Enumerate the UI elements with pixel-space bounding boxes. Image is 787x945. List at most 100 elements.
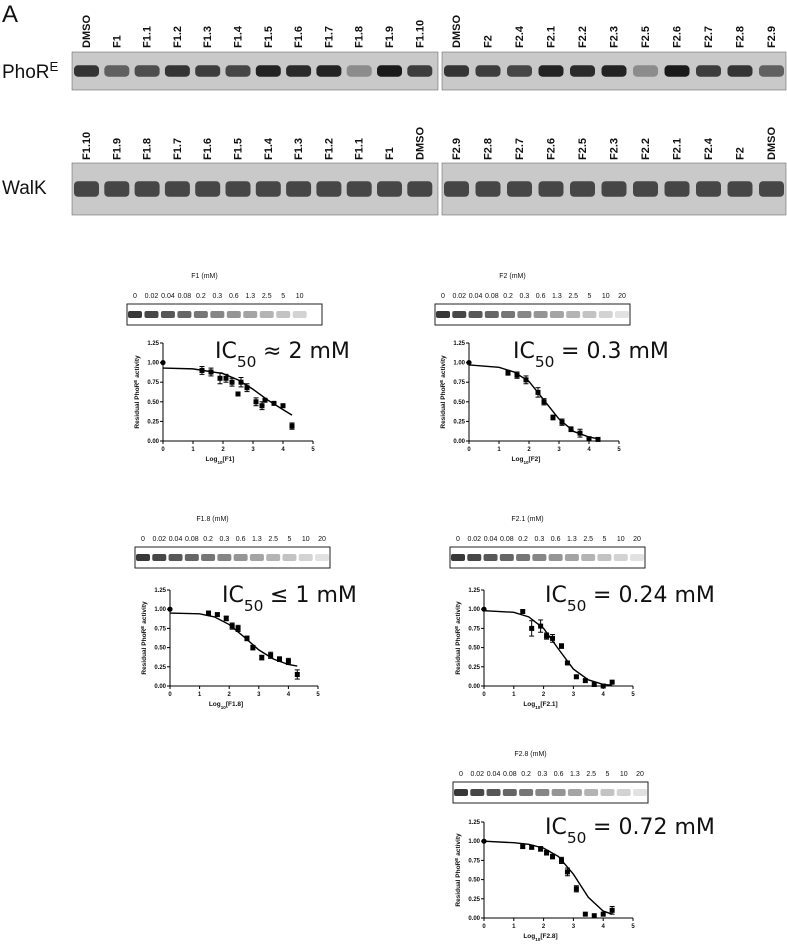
data-point (259, 655, 265, 661)
data-point (529, 625, 535, 631)
lane-label: F2.9 (451, 138, 463, 160)
data-point (244, 635, 250, 641)
y-axis-label-part: E (140, 626, 145, 629)
fit-curve (162, 367, 293, 416)
gel-band (727, 181, 753, 197)
data-point (582, 911, 588, 917)
y-tick-label: 0.00 (468, 916, 480, 922)
x-axis-label-part: Log (209, 701, 221, 708)
x-tick-label: 1 (191, 447, 195, 453)
concentration-label: 10 (602, 293, 610, 300)
concentration-label: 2.5 (568, 293, 578, 300)
gel-band (570, 65, 595, 77)
data-point (244, 385, 250, 391)
lane-label: F1.8 (354, 26, 366, 48)
lane-label: F2.2 (640, 138, 652, 160)
concentration-label: 0.02 (152, 536, 166, 543)
gel-band (584, 789, 599, 796)
lane-label: F2.1 (546, 26, 558, 48)
x-tick-label: 4 (602, 924, 606, 930)
x-tick-label: 4 (281, 447, 285, 453)
gel-band (616, 789, 631, 796)
x-tick-label: 5 (311, 447, 315, 453)
y-axis-label-part: Residual PhoR (134, 382, 141, 428)
gel-strip (434, 303, 631, 326)
x-tick-label: 2 (542, 692, 546, 698)
gel-strip (126, 303, 323, 326)
data-point (277, 656, 283, 662)
lane-label: F2.7 (703, 26, 715, 48)
data-point (160, 360, 166, 366)
concentration-label: 0.2 (203, 536, 213, 543)
gel-band (538, 181, 564, 197)
data-point (268, 652, 274, 658)
concentration-label: 0.08 (178, 293, 192, 300)
y-tick-label: 0.50 (468, 878, 480, 884)
ic50-annotation-part: IC (215, 339, 237, 364)
lane-label: F1.3 (293, 138, 305, 160)
concentration-label: 10 (617, 536, 625, 543)
gel-band (581, 554, 596, 561)
data-point (205, 610, 211, 616)
lane-label: F1.5 (233, 138, 245, 160)
gel-band (633, 65, 658, 77)
concentration-label: 0 (133, 293, 137, 300)
gel-band (633, 789, 647, 796)
y-tick-label: 0.50 (147, 400, 159, 406)
y-tick-label: 0.75 (154, 626, 166, 632)
ic50-annotation-part: IC (513, 339, 535, 364)
data-point (199, 367, 205, 373)
ic50-annotation-part: 50 (567, 597, 587, 615)
gel-title: F1.8 (mM) (196, 516, 228, 523)
x-tick-label: 3 (557, 447, 561, 453)
y-tick-label: 1.00 (468, 839, 480, 845)
concentration-label: 5 (281, 293, 285, 300)
gel-band (164, 65, 190, 77)
data-point (481, 838, 487, 844)
gel-band (195, 65, 221, 77)
gel-band (315, 554, 329, 561)
lane-label: F2.7 (514, 138, 526, 160)
data-point (520, 844, 526, 850)
x-tick-label: 1 (512, 924, 516, 930)
x-tick-label: 3 (572, 924, 576, 930)
gel-band (136, 554, 150, 561)
gel-band (502, 789, 517, 796)
gel-band (407, 65, 433, 77)
data-point (223, 615, 229, 621)
gel-band (217, 554, 232, 561)
lane-label: F1.6 (202, 138, 214, 160)
x-tick-label: 3 (251, 447, 255, 453)
gel-label-part: PhoR (2, 62, 50, 83)
y-tick-label: 0.25 (154, 665, 166, 671)
concentration-label: 10 (620, 771, 628, 778)
gel-band (316, 181, 342, 197)
x-tick-label: 0 (168, 692, 172, 698)
concentration-label: 0.6 (554, 771, 564, 778)
lane-label: DMSO (766, 127, 778, 160)
gel-band (74, 181, 99, 197)
gel-band (226, 311, 241, 318)
x-tick-label: 0 (161, 447, 165, 453)
gel-band (452, 311, 467, 318)
y-tick-label: 1.25 (147, 341, 159, 347)
x-tick-label: 1 (512, 692, 516, 698)
y-axis-label-part: E (454, 858, 459, 861)
gel-label-part: WalK (2, 178, 47, 199)
y-axis-label-part: activity (440, 355, 447, 378)
data-point (481, 606, 487, 612)
gel-band (144, 311, 159, 318)
x-tick-label: 5 (316, 692, 320, 698)
gel-label-part: E (50, 59, 59, 74)
lane-label: F2.9 (766, 26, 778, 48)
lane-label: F1.6 (293, 26, 305, 48)
x-axis-label-part: 10 (523, 460, 529, 465)
gel-band (282, 554, 297, 561)
concentration-label: 0.2 (521, 771, 531, 778)
data-point (538, 623, 544, 629)
gel-band (255, 181, 281, 197)
lane-label: F2 (735, 147, 747, 160)
data-point (235, 391, 241, 397)
gel-title: F1 (mM) (191, 273, 217, 280)
